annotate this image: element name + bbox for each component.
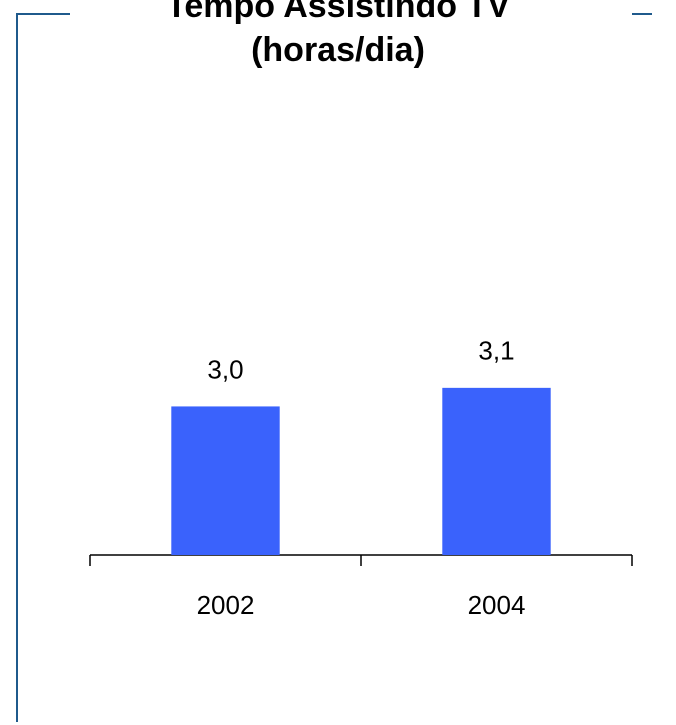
frame xyxy=(16,13,652,722)
value-label: 3,0 xyxy=(207,354,243,384)
bar xyxy=(171,406,280,555)
chart-title: (horas/dia) xyxy=(251,31,425,69)
bar xyxy=(442,387,551,555)
value-label: 3,1 xyxy=(478,336,514,366)
chart-title: Tempo Assistindo TV xyxy=(166,0,510,25)
x-tick-label: 2002 xyxy=(197,590,255,620)
x-axis xyxy=(89,554,633,566)
frame-left xyxy=(16,13,70,722)
x-tick-label: 2004 xyxy=(468,590,526,620)
